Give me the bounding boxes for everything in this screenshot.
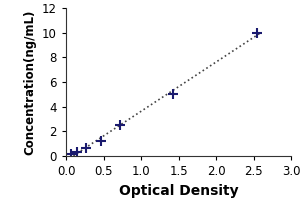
Point [254, 31, 259, 34]
Point [118, 124, 122, 127]
Point [99, 139, 104, 142]
Point [171, 93, 176, 96]
X-axis label: Optical Density: Optical Density [119, 184, 238, 198]
Point [83, 147, 88, 150]
Point [74, 151, 79, 154]
Y-axis label: Concentration(ng/mL): Concentration(ng/mL) [23, 9, 36, 155]
Point [68, 152, 73, 156]
